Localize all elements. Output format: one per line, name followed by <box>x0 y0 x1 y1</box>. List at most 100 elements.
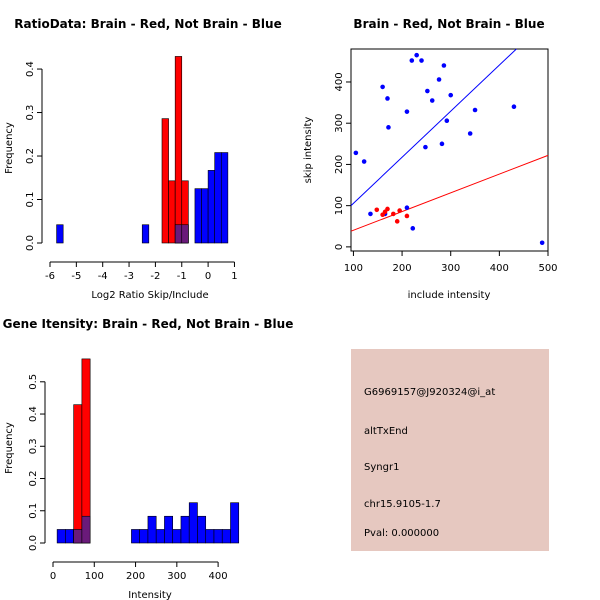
intensity-scatter-panel: Brain - Red, Not Brain - Blue include in… <box>303 17 558 301</box>
scatter-not-brain-point <box>429 98 435 103</box>
ratio-blue-bar <box>214 152 222 244</box>
gene-x-tick-label: 0 <box>50 571 56 582</box>
ratio-x-tick-label: -6 <box>45 271 55 282</box>
scatter-not-brain-point <box>353 150 359 156</box>
scatter-not-brain-point <box>368 211 373 217</box>
gene-overlap-bar <box>81 515 91 544</box>
scatter-y-tick-label: 400 <box>334 72 345 91</box>
scatter-title: Brain - Red, Not Brain - Blue <box>353 17 544 31</box>
ratio-blue-bar <box>56 224 64 244</box>
gene-y-tick-label: 0.1 <box>28 503 39 519</box>
scatter-not-brain-point <box>436 77 442 82</box>
scatter-not-brain-point <box>409 58 415 63</box>
gene-intensity-bars <box>56 358 240 544</box>
gene-intensity-xlabel: Intensity <box>128 590 172 600</box>
gene-blue-bar <box>221 529 231 544</box>
scatter-y-tick-label: 200 <box>334 155 345 174</box>
scatter-brain-point <box>385 206 390 212</box>
gene-blue-bar <box>205 529 215 544</box>
gene-blue-bar <box>164 515 174 544</box>
gene-y-tick-label: 0.2 <box>28 471 39 487</box>
gene-overlap-bar <box>73 529 83 544</box>
gene-blue-bar <box>172 529 182 544</box>
ratio-blue-bar <box>141 224 150 244</box>
ratio-y-tick-label: 0.3 <box>25 105 36 121</box>
scatter-not-brain-point <box>410 226 416 231</box>
scatter-not-brain-point <box>380 84 385 90</box>
gene-y-tick-label: 0.4 <box>28 406 39 422</box>
ratio-x-tick-label: -2 <box>150 271 160 282</box>
scatter-x-tick-label: 200 <box>393 263 412 274</box>
gene-blue-bar <box>197 515 207 544</box>
scatter-not-brain-point <box>439 141 445 147</box>
gene-y-tick-label: 0.5 <box>28 374 39 390</box>
scatter-not-brain-point <box>444 118 450 124</box>
gene-blue-bar <box>65 529 74 544</box>
ratio-x-tick-label: -4 <box>98 271 108 282</box>
gene-red-bar <box>73 404 83 544</box>
scatter-not-brain-point <box>404 109 410 114</box>
gene-y-tick-label: 0.0 <box>28 535 39 551</box>
gene-blue-bar <box>131 529 140 544</box>
scatter-brain-point <box>397 208 402 213</box>
scatter-x-tick-label: 300 <box>441 263 460 274</box>
ratio-blue-bar <box>207 170 215 244</box>
scatter-not-brain-point <box>539 240 545 246</box>
ratio-histogram-panel: RatioData: Brain - Red, Not Brain - Blue… <box>4 17 282 301</box>
scatter-brain-point <box>374 207 380 213</box>
info-panel: G6969157@J920324@i_at altTxEnd Syngr1 ch… <box>351 349 549 551</box>
scatter-plot-box <box>350 48 549 252</box>
gene-intensity-panel: Gene Itensity: Brain - Red, Not Brain - … <box>3 317 294 600</box>
gene-intensity-title: Gene Itensity: Brain - Red, Not Brain - … <box>3 317 294 331</box>
ratio-histogram-bars <box>56 56 229 244</box>
scatter-not-brain-point <box>472 107 478 113</box>
ratio-x-tick-label: -1 <box>177 271 187 282</box>
scatter-y-tick-label: 100 <box>334 196 345 215</box>
gene-blue-bar <box>56 529 66 544</box>
scatter-ylabel: skip intensity <box>303 117 314 184</box>
ratio-histogram-xlabel: Log2 Ratio Skip/Include <box>91 290 208 301</box>
scatter-not-brain-point <box>425 88 430 94</box>
gene-red-bar <box>81 358 91 544</box>
gene-x-tick-label: 200 <box>126 571 145 582</box>
gene-blue-bar <box>188 502 198 544</box>
gene-x-tick-label: 400 <box>209 571 228 582</box>
ratio-blue-bar <box>220 152 229 244</box>
scatter-not-brain-point <box>423 144 428 150</box>
scatter-brain-point <box>404 213 410 219</box>
scatter-brain-point <box>394 219 400 224</box>
scatter-not-brain-point <box>385 96 390 101</box>
ratio-y-tick-label: 0.0 <box>25 235 36 251</box>
ratio-red-bar <box>174 56 183 244</box>
scatter-xlabel: include intensity <box>408 290 491 301</box>
scatter-x-tick-label: 100 <box>344 263 363 274</box>
ratio-red-bar <box>161 118 169 244</box>
scatter-not-brain-point <box>386 125 391 130</box>
gene-blue-bar <box>139 529 149 544</box>
ratio-red-bar <box>168 180 176 244</box>
scatter-not-brain-point <box>361 159 367 164</box>
gene-x-tick-label: 300 <box>167 571 186 582</box>
scatter-not-brain-point <box>441 63 447 68</box>
scatter-not-brain-point <box>404 205 410 211</box>
ratio-histogram-axes: 0.0 0.1 0.2 0.3 0.4 -6 -5 -4 -3 -2 -1 0 1 <box>25 61 238 282</box>
scatter-brain-fit-line <box>350 154 549 232</box>
scatter-x-tick-label: 500 <box>538 263 557 274</box>
scatter-not-brain-point <box>414 52 419 58</box>
ratio-y-tick-label: 0.1 <box>25 192 36 208</box>
scatter-x-tick-label: 400 <box>490 263 509 274</box>
scatter-not-brain-point <box>419 58 424 63</box>
probe-id: G6969157@J920324@i_at <box>364 387 495 398</box>
scatter-not-brain-point <box>448 92 454 98</box>
ratio-x-tick-label: -5 <box>71 271 81 282</box>
ratio-blue-bar <box>194 188 202 244</box>
genomic-location: chr15.9105-1.7 <box>364 499 441 510</box>
scatter-not-brain-point <box>467 131 473 136</box>
gene-name: Syngr1 <box>364 462 399 473</box>
ratio-x-tick-label: -3 <box>124 271 134 282</box>
scatter-not-brain-fit-line <box>350 48 517 207</box>
scatter-y-tick-label: 300 <box>334 114 345 133</box>
ratio-x-tick-label: 1 <box>231 271 237 282</box>
scatter-brain-point <box>391 211 396 217</box>
